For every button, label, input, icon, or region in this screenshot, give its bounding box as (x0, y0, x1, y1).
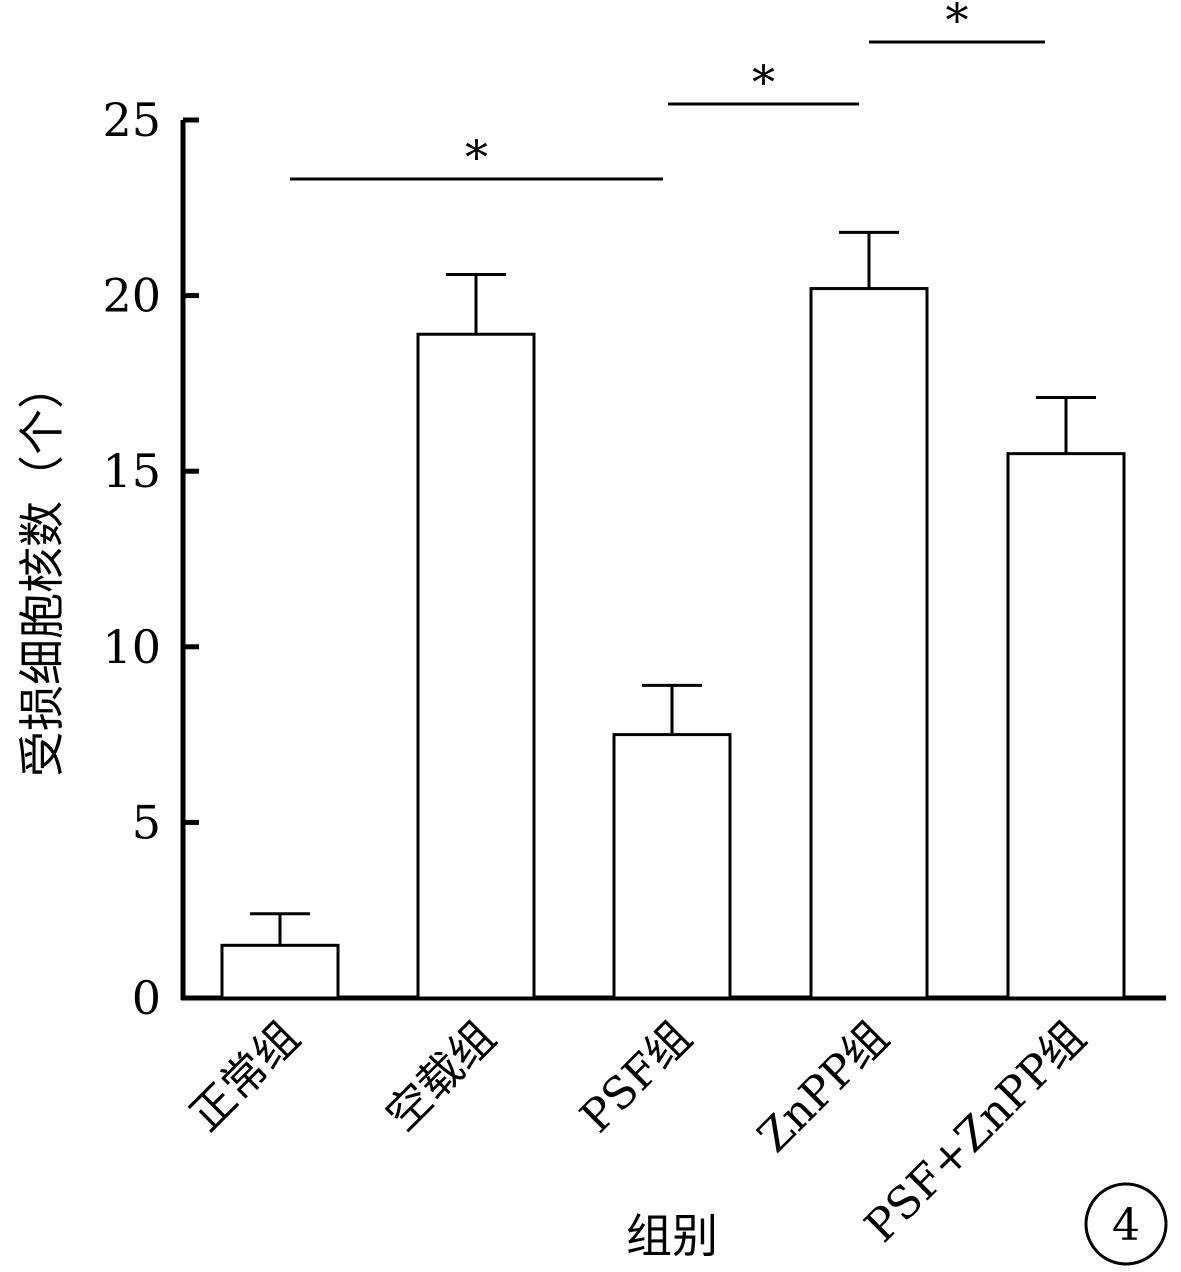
bar (1006, 452, 1126, 1000)
panel-number-circle (1084, 1182, 1168, 1266)
y-axis-title: 受损细胞核数（个） (15, 363, 69, 777)
y-axis: 0 5 10 15 20 25 (102, 93, 199, 1025)
significance-star: * (465, 130, 488, 184)
x-tick-label: 正常组 (180, 1012, 309, 1141)
significance-brackets: * * * (290, 0, 1045, 184)
bar (809, 287, 929, 1000)
x-axis-title: 组别 (626, 1209, 718, 1263)
y-tick-label: 20 (102, 269, 161, 323)
x-tick-label: PSF组 (571, 1012, 702, 1143)
panel-number: 4 (1112, 1200, 1140, 1251)
panel-number-badge: 4 (1084, 1182, 1168, 1266)
x-tick-label: ZnPP组 (748, 1012, 899, 1163)
bar (220, 943, 340, 1000)
x-tick-label: 空载组 (376, 1012, 505, 1141)
y-tick-label: 15 (102, 444, 161, 498)
significance-star: * (946, 0, 969, 47)
bars (220, 230, 1126, 1000)
bar (416, 332, 536, 1000)
y-tick-label: 25 (102, 93, 161, 147)
bar (612, 733, 732, 1000)
y-tick-label: 0 (132, 971, 161, 1025)
y-tick-label: 5 (132, 795, 161, 849)
y-tick-label: 10 (102, 620, 161, 674)
significance-star: * (752, 55, 775, 109)
